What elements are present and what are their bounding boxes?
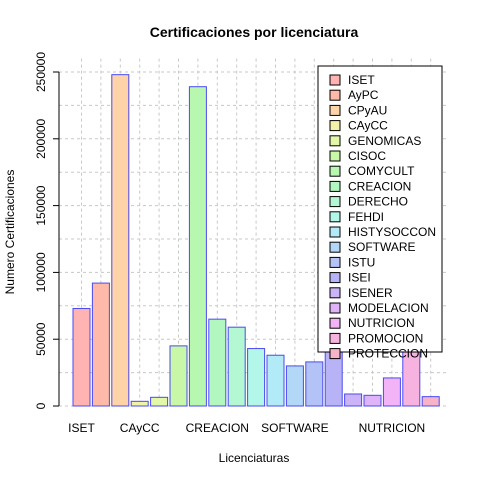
bar-genomicas — [150, 396, 169, 407]
legend-label-comycult: COMYCULT — [348, 164, 415, 178]
legend-label-aypc: AyPC — [348, 88, 379, 102]
x-axis-tick-labels: ISET CAyCC CREACION SOFTWARE NUTRICION — [68, 421, 425, 435]
bar-isener — [344, 393, 363, 407]
legend-swatch-isei — [329, 272, 341, 284]
legend-swatch-caycc — [329, 120, 341, 132]
x-tick-label-software: SOFTWARE — [261, 421, 329, 435]
legend-swatch-derecho — [329, 196, 341, 208]
legend-label-istu: ISTU — [348, 255, 375, 269]
legend-label-cpyau: CPyAU — [348, 103, 387, 117]
legend-label-modelacion: MODELACION — [348, 301, 429, 315]
legend-label-creacion: CREACION — [348, 179, 411, 193]
y-tick-label: 150000 — [34, 185, 48, 225]
y-tick-label: 0 — [34, 402, 48, 409]
x-tick-label-creacion: CREACION — [186, 421, 249, 435]
legend-label-promocion: PROMOCION — [348, 331, 423, 345]
legend-label-genomicas: GENOMICAS — [348, 134, 421, 148]
bar-software — [285, 365, 304, 407]
bar-modelacion — [363, 394, 382, 407]
bar-comycult — [188, 86, 207, 407]
legend-swatch-cpyau — [329, 104, 341, 116]
legend-swatch-fehdi — [329, 211, 341, 223]
bars — [72, 74, 440, 407]
legend-label-histysoccon: HISTYSOCCON — [348, 225, 436, 239]
legend-swatch-modelacion — [329, 302, 341, 314]
legend-label-software: SOFTWARE — [348, 240, 416, 254]
legend-swatch-cisoc — [329, 150, 341, 162]
legend-swatch-creacion — [329, 180, 341, 192]
bar-histysoccon — [266, 354, 285, 407]
legend-swatch-aypc — [329, 89, 341, 101]
legend-label-isei: ISEI — [348, 271, 371, 285]
bar-cisoc — [169, 345, 188, 407]
legend-swatch-proteccion — [329, 348, 341, 360]
legend-label-isener: ISENER — [348, 286, 393, 300]
bar-istu — [305, 361, 324, 407]
legend-swatch-iset — [329, 74, 341, 86]
bar-creacion — [208, 318, 227, 407]
legend-label-fehdi: FEHDI — [348, 210, 384, 224]
bar-iset — [72, 307, 91, 407]
legend-label-derecho: DERECHO — [348, 195, 408, 209]
bar-fehdi — [247, 348, 266, 407]
bar-proteccion — [421, 396, 440, 407]
legend-swatch-comycult — [329, 165, 341, 177]
bar-caycc — [130, 400, 149, 407]
legend-label-proteccion: PROTECCION — [348, 347, 428, 361]
x-tick-label-caycc: CAyCC — [120, 421, 160, 435]
x-tick-label-iset: ISET — [68, 421, 95, 435]
bar-derecho — [227, 326, 246, 407]
legend-label-caycc: CAyCC — [348, 119, 388, 133]
x-tick-label-nutricion: NUTRICION — [359, 421, 426, 435]
legend-swatch-promocion — [329, 332, 341, 344]
chart-title: Certificaciones por licenciatura — [150, 24, 359, 40]
legend-swatch-nutricion — [329, 317, 341, 329]
y-tick-label: 50000 — [34, 322, 48, 356]
y-tick-label: 250000 — [34, 52, 48, 92]
bar-cpyau — [111, 74, 130, 407]
y-tick-label: 100000 — [34, 252, 48, 292]
legend-swatch-genomicas — [329, 135, 341, 147]
legend-label-cisoc: CISOC — [348, 149, 386, 163]
y-axis-label: Numero Certificaciones — [3, 170, 17, 295]
y-tick-label: 200000 — [34, 118, 48, 158]
x-axis-label: Licenciaturas — [219, 451, 290, 465]
legend-swatch-isener — [329, 287, 341, 299]
bar-aypc — [91, 282, 110, 407]
y-axis: 0 50000 100000 150000 200000 250000 — [34, 52, 60, 409]
legend-swatch-istu — [329, 256, 341, 268]
legend-swatch-histysoccon — [329, 226, 341, 238]
bar-nutricion — [382, 377, 401, 407]
legend-label-iset: ISET — [348, 73, 375, 87]
legend-swatch-software — [329, 241, 341, 253]
legend-label-nutricion: NUTRICION — [348, 316, 415, 330]
